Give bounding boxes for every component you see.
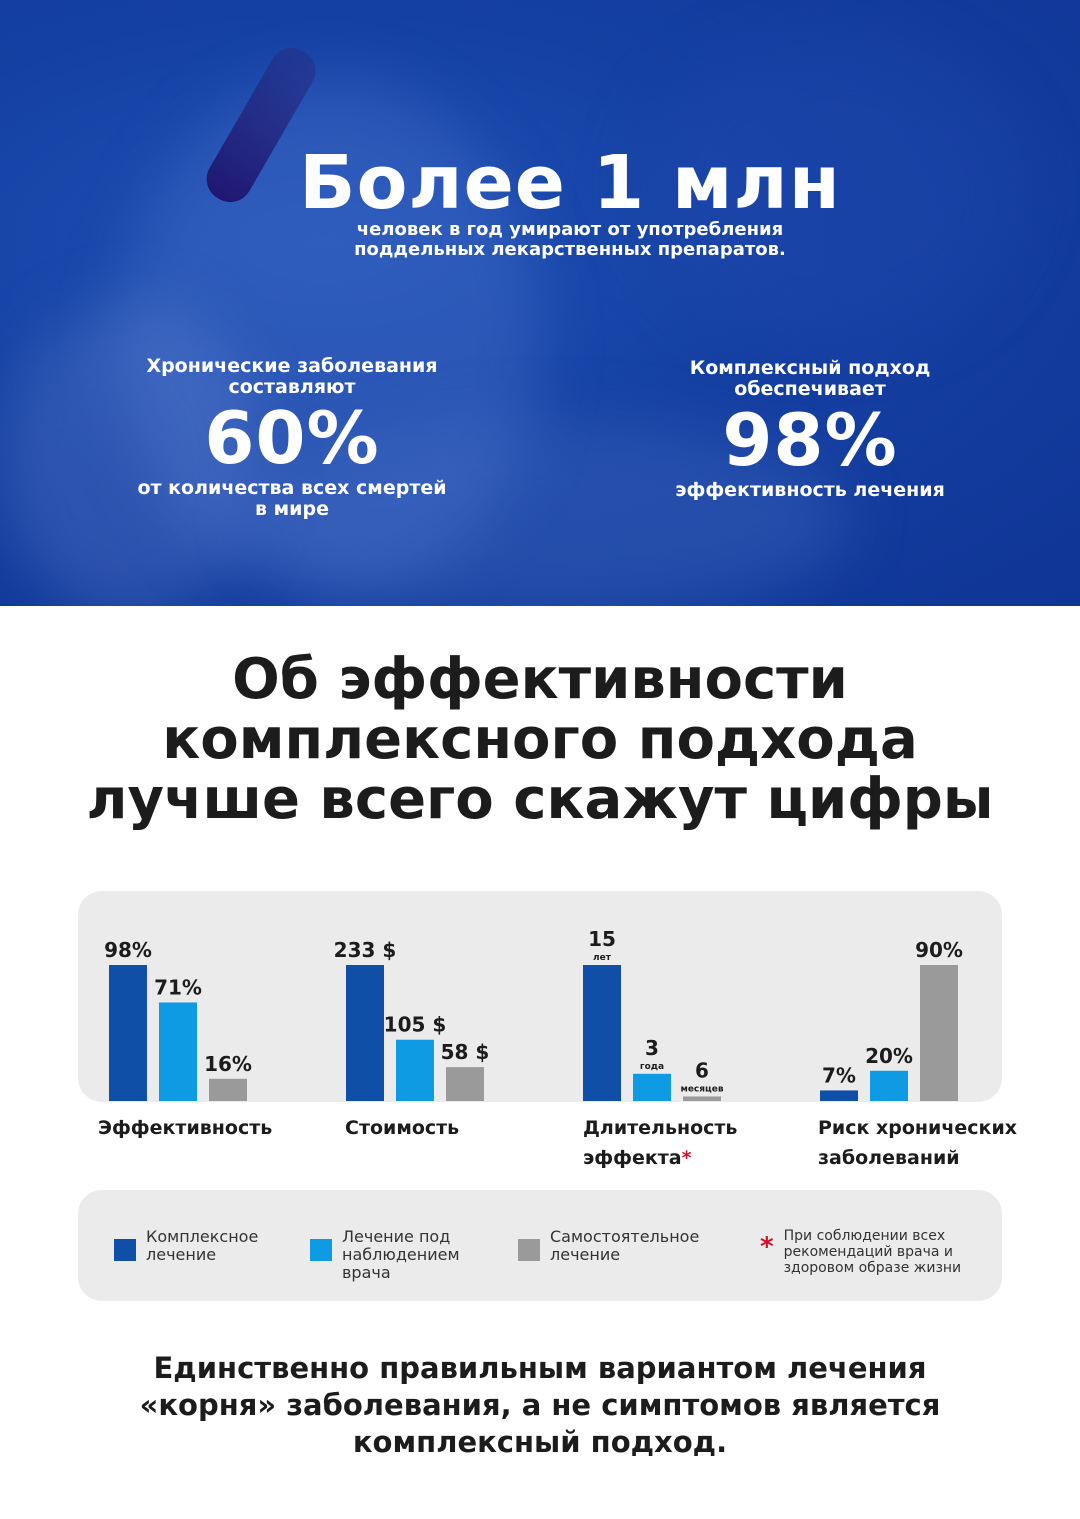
bar-cost-complex — [346, 965, 384, 1101]
data-label-effectiveness-complex: 98% — [104, 938, 152, 962]
bar-duration-supervised — [633, 1073, 671, 1101]
bar-effectiveness-complex — [109, 965, 147, 1101]
category-label-cost: Стоимость — [345, 1113, 459, 1143]
hero-background-blur — [120, 80, 540, 600]
category-label-line: Длительность — [583, 1117, 738, 1139]
legend-swatch — [310, 1239, 332, 1261]
legend-text: Комплексное лечение — [146, 1227, 259, 1264]
headline-line: комплексного подхода — [162, 707, 918, 772]
legend-note-text: При соблюдении всех рекомендаций врача и… — [783, 1228, 962, 1276]
data-label-effectiveness-supervised: 71% — [154, 975, 202, 999]
category-label-duration: Длительность эффекта* — [583, 1113, 737, 1173]
bar-duration-complex — [583, 965, 621, 1101]
bar-chronic-risk-complex — [820, 1090, 858, 1101]
headline-line: Об эффективности — [232, 647, 848, 712]
bar-effectiveness-supervised — [159, 1002, 197, 1101]
footer-line: «корня» заболевания, а не симптомов явля… — [139, 1388, 941, 1422]
data-label-cost-complex: 233 $ — [334, 938, 397, 962]
footer-line: комплексный подход. — [352, 1425, 728, 1459]
hero-subtitle: человек в год умирают от употребления по… — [0, 220, 1080, 260]
hero-subtitle-line: человек в год умирают от употребления — [356, 219, 784, 240]
stat-label: Хронические заболевания — [146, 355, 438, 377]
data-unit-duration-self: месяцев — [680, 1084, 723, 1094]
data-label-chronic-risk-supervised: 20% — [865, 1044, 913, 1068]
legend-swatch — [114, 1239, 136, 1261]
data-label-chronic-risk-self: 90% — [915, 938, 963, 962]
data-label-duration-supervised: 3 — [645, 1036, 659, 1060]
data-label-cost-supervised: 105 $ — [384, 1013, 447, 1037]
legend-text: Самостоятельное лечение — [550, 1227, 700, 1264]
page-headline: Об эффективности комплексного подхода лу… — [40, 650, 1040, 830]
asterisk-icon: * — [760, 1232, 774, 1262]
hero-background-blur — [250, 420, 850, 606]
hero-subtitle-line: поддельных лекарственных препаратов. — [354, 239, 786, 260]
data-label-effectiveness-self: 16% — [204, 1052, 252, 1076]
stat-caption: в мире — [255, 498, 329, 520]
category-label-line: эффекта* — [583, 1143, 737, 1173]
hero-background-blur — [640, 40, 1020, 340]
bar-chronic-risk-self — [920, 965, 958, 1101]
headline-line: лучше всего скажут цифры — [86, 767, 994, 832]
stat-caption: эффективность лечения — [675, 479, 945, 501]
category-label-line: Риск хронических — [818, 1117, 1018, 1139]
data-unit-duration-supervised: года — [640, 1062, 664, 1072]
stat-complex-approach: Комплексный подход обеспечивает 98% эффе… — [640, 358, 980, 501]
category-label-line: Эффективность — [98, 1117, 273, 1139]
chart-legend: Комплексное лечение Лечение под наблюден… — [78, 1190, 1002, 1301]
legend-item-supervised: Лечение под наблюдением врача — [310, 1228, 460, 1282]
bar-chronic-risk-supervised — [870, 1070, 908, 1101]
chart-panel — [78, 891, 1002, 1102]
asterisk-mark: * — [681, 1147, 692, 1169]
stat-label: составляют — [228, 376, 356, 398]
legend-text: Лечение под наблюдением врача — [342, 1227, 460, 1282]
hero-banner: Более 1 млн человек в год умирают от упо… — [0, 0, 1080, 606]
bar-cost-supervised — [396, 1039, 434, 1101]
legend-swatch — [518, 1239, 540, 1261]
hero-title: Более 1 млн — [299, 140, 841, 226]
category-label-effectiveness: Эффективность — [98, 1113, 272, 1143]
bar-effectiveness-self — [209, 1078, 247, 1101]
stat-chronic-diseases: Хронические заболевания составляют 60% о… — [112, 356, 472, 520]
hero-background-blur — [0, 300, 260, 606]
bar-cost-self — [446, 1067, 484, 1101]
footer-line: Единственно правильным вариантом лечения — [153, 1351, 927, 1385]
legend-item-complex: Комплексное лечение — [114, 1228, 258, 1264]
category-label-line: Стоимость — [345, 1117, 460, 1139]
data-label-chronic-risk-complex: 7% — [822, 1063, 856, 1087]
stat-label: обеспечивает — [734, 378, 886, 400]
stat-value: 98% — [722, 398, 898, 482]
legend-item-self: Самостоятельное лечение — [518, 1228, 699, 1264]
stat-value: 60% — [204, 396, 380, 480]
stat-label: Комплексный подход — [689, 357, 931, 379]
bar-chart: 98%71% 16% 233 $ 105 $ 58 $ 15 лет 3 года 6 месяце… — [104, 927, 963, 1101]
legend-note: * При соблюдении всех рекомендаций врача… — [760, 1228, 961, 1276]
category-label-text: эффекта — [583, 1147, 682, 1169]
stat-caption: от количества всех смертей — [137, 477, 447, 499]
data-label-duration-complex: 15 — [588, 927, 616, 951]
category-label-line: заболеваний — [818, 1147, 960, 1169]
bar-duration-self — [683, 1096, 721, 1101]
data-label-cost-self: 58 $ — [441, 1040, 490, 1064]
category-label-chronic-risk: Риск хронических заболеваний — [818, 1113, 1017, 1173]
footer-conclusion: Единственно правильным вариантом лечения… — [60, 1350, 1020, 1461]
data-label-duration-self: 6 — [695, 1058, 709, 1082]
data-unit-duration-complex: лет — [593, 953, 612, 963]
